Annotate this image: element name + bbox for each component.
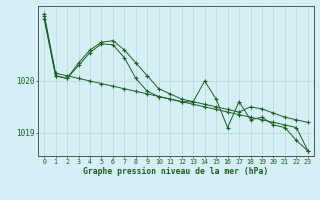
X-axis label: Graphe pression niveau de la mer (hPa): Graphe pression niveau de la mer (hPa) (84, 167, 268, 176)
